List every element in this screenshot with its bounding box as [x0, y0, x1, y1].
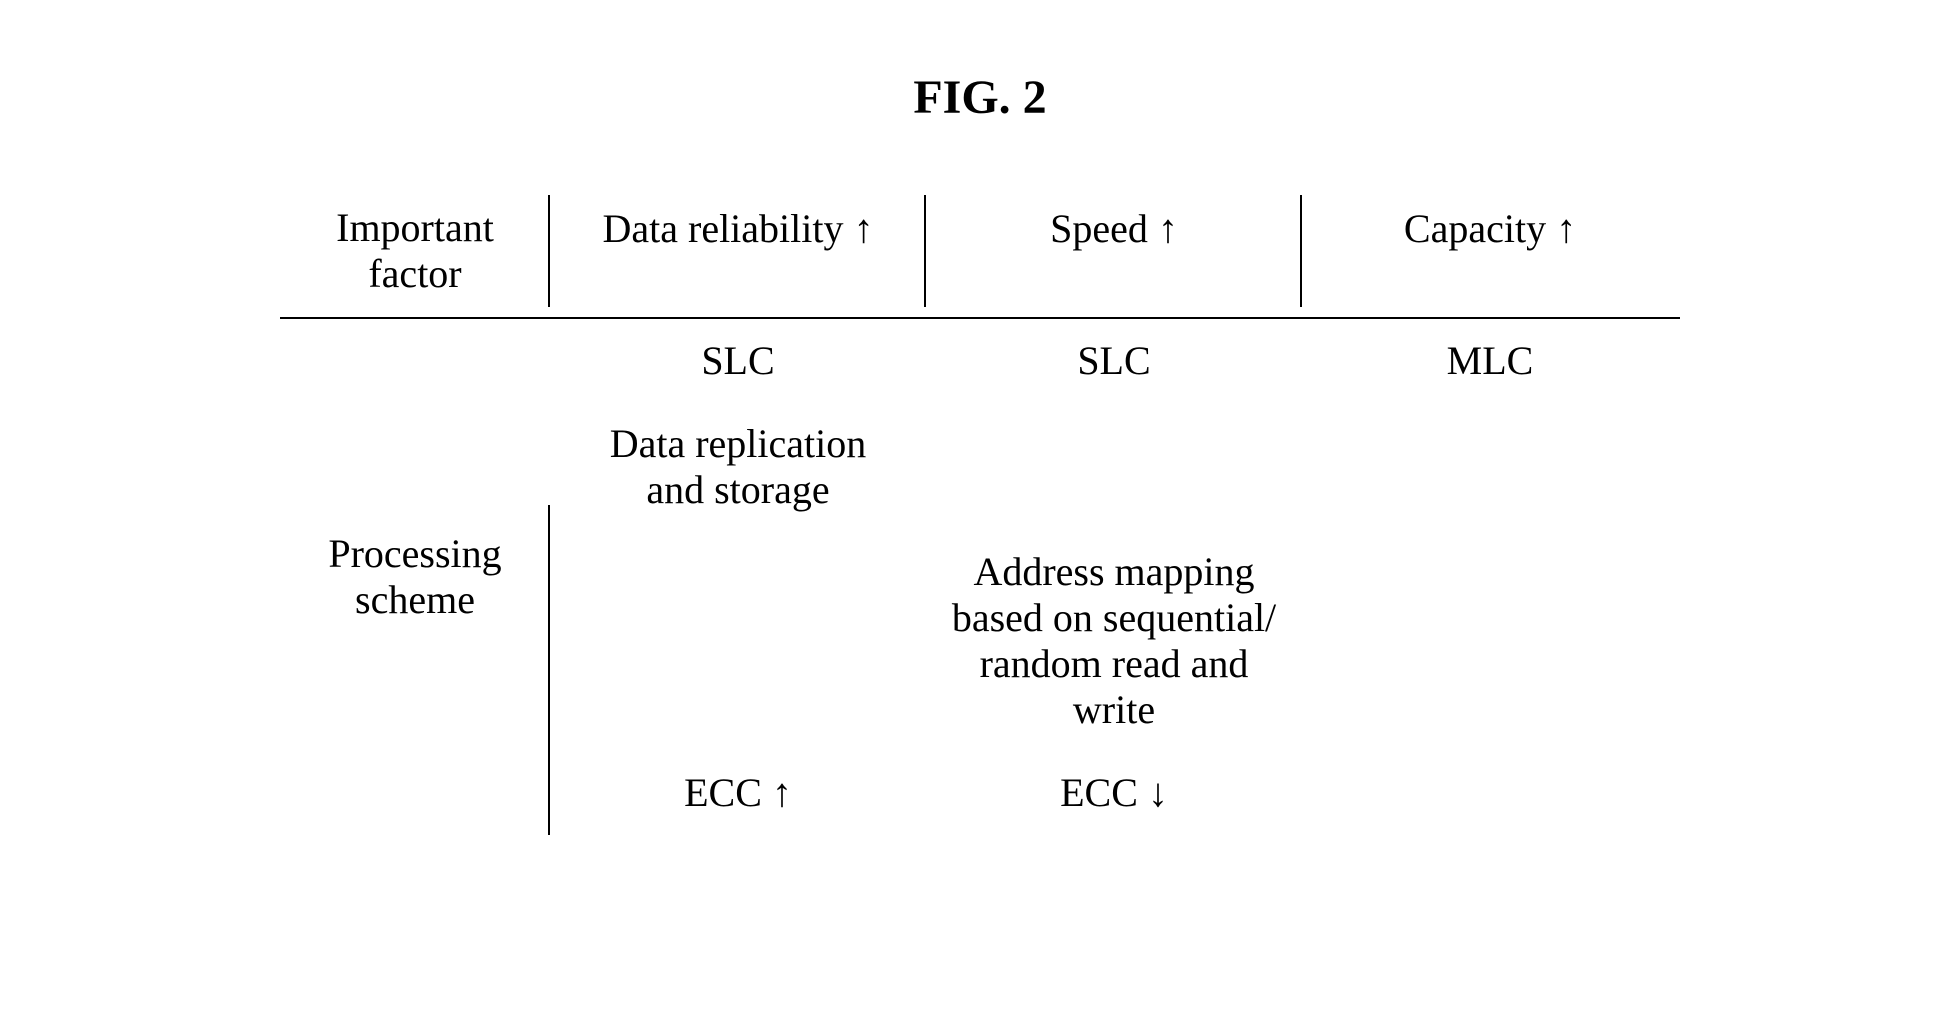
table-body: Processing scheme SLC SLC MLC Data repli… — [280, 319, 1680, 835]
cell-mlc: MLC — [1302, 319, 1678, 403]
table-row: SLC SLC MLC — [550, 319, 1680, 403]
cell-ecc-down: ECC ↓ — [926, 751, 1302, 835]
row-label-line1: Processing — [328, 531, 501, 576]
cell-address-mapping: Address mapping based on sequential/ ran… — [926, 531, 1302, 751]
table-data-columns: SLC SLC MLC Data replication and storage… — [550, 319, 1680, 835]
cell-empty — [926, 403, 1302, 531]
header-label-line1: Important — [336, 205, 494, 250]
row-label-line2: scheme — [355, 577, 475, 622]
cell-text-line: based on sequential/ — [952, 595, 1276, 640]
comparison-table: Important factor Data reliability ↑ Spee… — [280, 185, 1680, 835]
header-label-line2: factor — [368, 251, 461, 296]
cell-empty — [1302, 751, 1678, 835]
table-row: ECC ↑ ECC ↓ — [550, 751, 1680, 835]
table-header-row: Important factor Data reliability ↑ Spee… — [280, 185, 1680, 319]
cell-text-line: Address mapping — [973, 549, 1254, 594]
figure-title: FIG. 2 — [913, 70, 1046, 125]
header-col-capacity: Capacity ↑ — [1302, 185, 1678, 317]
header-col-speed: Speed ↑ — [926, 185, 1302, 317]
cell-ecc-up: ECC ↑ — [550, 751, 926, 835]
cell-empty — [1302, 531, 1678, 751]
cell-text-line: random read and write — [980, 641, 1249, 732]
row-label-cell: Processing scheme — [280, 319, 550, 835]
cell-empty — [1302, 403, 1678, 531]
cell-slc-2: SLC — [926, 319, 1302, 403]
table-row: Data replication and storage — [550, 403, 1680, 531]
cell-text-line: and storage — [646, 467, 829, 512]
cell-slc-1: SLC — [550, 319, 926, 403]
cell-text-line: Data replication — [610, 421, 867, 466]
header-col-reliability: Data reliability ↑ — [550, 185, 926, 317]
table-row: Address mapping based on sequential/ ran… — [550, 531, 1680, 751]
cell-replication: Data replication and storage — [550, 403, 926, 531]
vertical-divider — [548, 505, 550, 835]
cell-empty — [550, 531, 926, 751]
header-label-cell: Important factor — [280, 185, 550, 317]
